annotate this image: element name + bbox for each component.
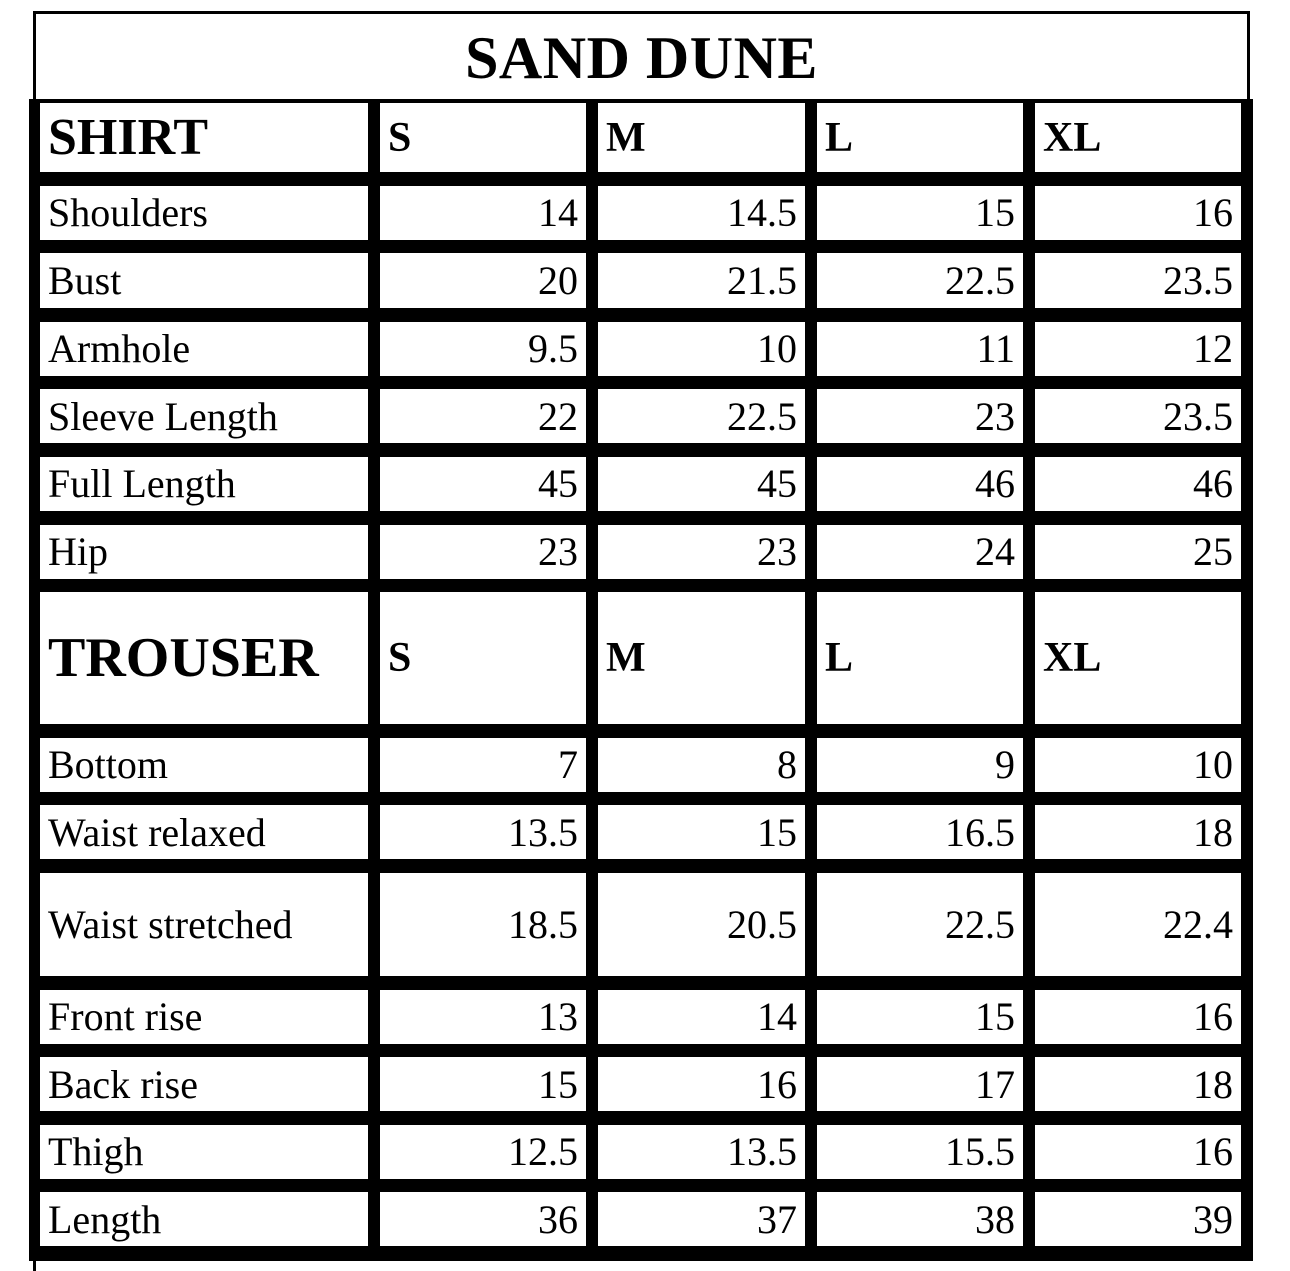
shirt-size-header: S bbox=[380, 103, 586, 172]
measurement-value: 15 bbox=[817, 185, 1023, 240]
measurement-value: 23 bbox=[598, 524, 805, 579]
measurement-value: 11 bbox=[817, 321, 1023, 376]
measurement-value: 14.5 bbox=[598, 185, 805, 240]
measurement-value: 15 bbox=[817, 989, 1023, 1044]
measurement-value: 16 bbox=[1035, 185, 1241, 240]
measurement-value: 8 bbox=[598, 737, 805, 792]
measurement-value: 23 bbox=[380, 524, 586, 579]
measurement-value: 14 bbox=[380, 185, 586, 240]
measurement-value: 13 bbox=[380, 989, 586, 1044]
measurement-value: 9.5 bbox=[380, 321, 586, 376]
shirt-heading: SHIRT bbox=[40, 103, 368, 172]
measurement-value: 22.5 bbox=[817, 872, 1023, 976]
measurement-label: Waist relaxed bbox=[40, 805, 368, 860]
trouser-size-header: M bbox=[598, 592, 805, 725]
divider bbox=[33, 1261, 36, 1271]
measurement-value: 25 bbox=[1035, 524, 1241, 579]
measurement-value: 16 bbox=[598, 1057, 805, 1112]
measurement-value: 12 bbox=[1035, 321, 1241, 376]
measurement-value: 39 bbox=[1035, 1192, 1241, 1247]
measurement-value: 9 bbox=[817, 737, 1023, 792]
measurement-value: 15 bbox=[380, 1057, 586, 1112]
measurement-label: Armhole bbox=[40, 321, 368, 376]
measurement-value: 15.5 bbox=[817, 1124, 1023, 1179]
measurement-value: 23.5 bbox=[1035, 389, 1241, 444]
measurement-label: Bust bbox=[40, 253, 368, 309]
measurement-label: Hip bbox=[40, 524, 368, 579]
measurement-value: 24 bbox=[817, 524, 1023, 579]
measurement-label: Sleeve Length bbox=[40, 389, 368, 444]
trouser-size-header: XL bbox=[1035, 592, 1241, 725]
trouser-heading: TROUSER bbox=[40, 592, 368, 725]
shirt-size-header: M bbox=[598, 103, 805, 172]
page-title: SAND DUNE bbox=[465, 25, 818, 91]
measurement-value: 18 bbox=[1035, 805, 1241, 860]
measurement-value: 18 bbox=[1035, 1057, 1241, 1112]
measurement-value: 21.5 bbox=[598, 253, 805, 309]
trouser-size-header: S bbox=[380, 592, 586, 725]
measurement-value: 38 bbox=[817, 1192, 1023, 1247]
measurement-value: 17 bbox=[817, 1057, 1023, 1112]
measurement-value: 36 bbox=[380, 1192, 586, 1247]
measurement-label: Bottom bbox=[40, 737, 368, 792]
measurement-value: 20.5 bbox=[598, 872, 805, 976]
measurement-value: 10 bbox=[1035, 737, 1241, 792]
measurement-value: 10 bbox=[598, 321, 805, 376]
measurement-value: 7 bbox=[380, 737, 586, 792]
measurement-label: Front rise bbox=[40, 989, 368, 1044]
size-chart-table: SHIRT S M L XL Shoulders 14 14.5 15 16 Bust 20 21.5 2… bbox=[29, 99, 1253, 1261]
measurement-value: 13.5 bbox=[380, 805, 586, 860]
measurement-value: 46 bbox=[1035, 456, 1241, 511]
measurement-value: 12.5 bbox=[380, 1124, 586, 1179]
title-box: SAND DUNE bbox=[33, 11, 1250, 103]
measurement-value: 20 bbox=[380, 253, 586, 309]
trouser-size-header: L bbox=[817, 592, 1023, 725]
measurement-label: Thigh bbox=[40, 1124, 368, 1179]
measurement-value: 16.5 bbox=[817, 805, 1023, 860]
measurement-label: Waist stretched bbox=[40, 872, 368, 976]
measurement-value: 22.5 bbox=[598, 389, 805, 444]
shirt-size-header: L bbox=[817, 103, 1023, 172]
measurement-value: 15 bbox=[598, 805, 805, 860]
measurement-label: Shoulders bbox=[40, 185, 368, 240]
measurement-value: 45 bbox=[380, 456, 586, 511]
measurement-value: 13.5 bbox=[598, 1124, 805, 1179]
measurement-value: 18.5 bbox=[380, 872, 586, 976]
measurement-value: 16 bbox=[1035, 1124, 1241, 1179]
measurement-value: 16 bbox=[1035, 989, 1241, 1044]
measurement-label: Full Length bbox=[40, 456, 368, 511]
measurement-label: Length bbox=[40, 1192, 368, 1247]
measurement-value: 22.4 bbox=[1035, 872, 1241, 976]
measurement-value: 22 bbox=[380, 389, 586, 444]
measurement-value: 23 bbox=[817, 389, 1023, 444]
measurement-value: 45 bbox=[598, 456, 805, 511]
measurement-value: 14 bbox=[598, 989, 805, 1044]
measurement-value: 23.5 bbox=[1035, 253, 1241, 309]
measurement-value: 22.5 bbox=[817, 253, 1023, 309]
measurement-value: 37 bbox=[598, 1192, 805, 1247]
shirt-size-header: XL bbox=[1035, 103, 1241, 172]
measurement-value: 46 bbox=[817, 456, 1023, 511]
measurement-label: Back rise bbox=[40, 1057, 368, 1112]
